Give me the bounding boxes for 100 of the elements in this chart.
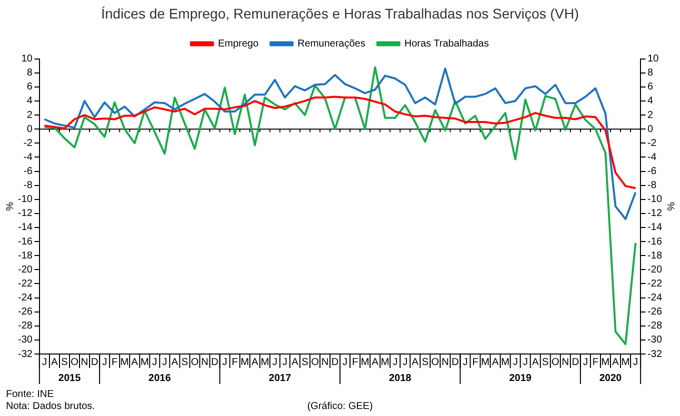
x-tick-label: S (542, 356, 550, 368)
y2-tick-label: -32 (648, 348, 662, 360)
x-tick-label: J (282, 356, 288, 368)
x-tick-label: S (422, 356, 429, 368)
y2-axis-title: % (664, 202, 676, 211)
text: 2016 (148, 372, 172, 384)
y2-tick-label: -4 (648, 152, 657, 163)
legend-label: Emprego (218, 38, 259, 50)
y2-tick-label: -12 (648, 208, 662, 220)
y2-tick-label: -8 (648, 180, 657, 192)
y2-tick-label: -2 (648, 138, 657, 149)
x-tick-label: A (252, 356, 259, 368)
y-tick-label: -12 (18, 208, 33, 220)
y2-tick-label: 0 (648, 124, 654, 135)
y-tick-label: -14 (18, 222, 33, 234)
y-tick-label: 8 (26, 68, 33, 79)
y2-tick-label: -20 (648, 264, 662, 276)
x-tick-label: M (380, 356, 390, 368)
x-tick-label: J (342, 356, 348, 368)
y-tick-label: -22 (18, 278, 33, 290)
x-tick-label: M (481, 356, 490, 368)
y-tick-label: -4 (24, 152, 33, 163)
text: 2018 (388, 372, 412, 384)
legend-label: Horas Trabalhadas (404, 38, 489, 50)
y-tick-label: 2 (26, 110, 33, 121)
x-tick-label: J (392, 356, 398, 368)
text: 2020 (599, 372, 622, 384)
y2-tick-label: 2 (648, 110, 654, 121)
y-tick-label: -24 (18, 292, 33, 304)
x-tick-label: D (572, 356, 580, 368)
y-tick-label: -18 (18, 250, 33, 262)
x-tick-label: J (402, 356, 408, 368)
y-tick-label: -2 (24, 138, 33, 149)
x-tick-label: J (162, 356, 168, 368)
x-tick-label: M (360, 356, 370, 368)
y2-tick-label: -16 (648, 236, 662, 248)
x-tick-label: O (431, 356, 440, 368)
x-tick-label: M (240, 356, 249, 368)
x-tick-label: A (412, 356, 419, 368)
x-tick-label: O (552, 356, 560, 368)
y2-tick-label: -24 (648, 292, 662, 304)
y-axis-title: % (4, 202, 16, 211)
y2-tick-label: 4 (648, 96, 654, 107)
x-tick-label: A (532, 356, 540, 368)
x-tick-label: N (321, 356, 329, 368)
x-tick-label: M (601, 356, 610, 368)
x-tick-label: O (311, 356, 320, 368)
y2-tick-label: -28 (648, 320, 662, 332)
y2-tick-label: -18 (648, 250, 662, 262)
text: 2017 (268, 372, 292, 384)
x-tick-label: D (90, 356, 98, 368)
x-tick-label: A (171, 356, 178, 368)
x-tick-label: O (190, 356, 199, 368)
y-tick-label: -26 (18, 306, 33, 318)
y-tick-label: 0 (26, 124, 33, 135)
x-tick-label: J (152, 356, 158, 368)
y-tick-label: 10 (21, 54, 33, 65)
x-tick-label: S (302, 356, 309, 368)
x-tick-label: J (462, 356, 468, 368)
x-tick-label: M (120, 356, 129, 368)
x-tick-label: M (260, 356, 270, 368)
y-tick-label: -20 (18, 264, 33, 276)
x-tick-label: A (131, 356, 138, 368)
x-tick-label: J (222, 356, 228, 368)
x-tick-label: F (472, 356, 478, 368)
x-tick-label: S (181, 356, 188, 368)
y-tick-label: 4 (26, 96, 33, 107)
y2-tick-label: -30 (648, 334, 662, 346)
x-tick-label: D (331, 356, 339, 368)
x-tick-label: A (612, 356, 620, 368)
x-tick-label: F (232, 356, 238, 368)
text: (Gráfico: GEE) (307, 400, 373, 412)
y2-tick-label: -26 (648, 306, 662, 318)
y-tick-label: -28 (18, 320, 33, 332)
x-tick-label: J (512, 356, 518, 368)
x-tick-label: A (51, 356, 58, 368)
y2-tick-label: -10 (648, 194, 662, 206)
chart-title: Índices de Emprego, Remunerações e Horas Trabalhadas nos Serviços (VH) (101, 5, 579, 22)
x-tick-label: D (211, 356, 218, 368)
legend-label: Remunerações (298, 38, 366, 50)
x-tick-label: F (352, 356, 358, 368)
x-tick-label: N (201, 356, 208, 368)
y-tick-label: -6 (24, 166, 33, 178)
y-tick-label: -16 (18, 236, 33, 248)
y-tick-label: -8 (24, 180, 33, 192)
x-tick-label: A (372, 356, 379, 368)
y2-tick-label: -14 (648, 222, 662, 234)
text: 2015 (58, 372, 82, 384)
y2-tick-label: -6 (648, 166, 657, 178)
y-tick-label: -30 (18, 334, 33, 346)
y-tick-label: 6 (26, 82, 33, 93)
x-tick-label: M (501, 356, 510, 368)
x-tick-label: N (80, 356, 88, 368)
source-note: Fonte: INE (6, 388, 54, 400)
x-tick-label: J (522, 356, 528, 368)
x-tick-label: A (492, 356, 499, 368)
x-tick-label: O (70, 356, 79, 368)
text: Nota: Dados brutos. (6, 400, 95, 412)
x-tick-label: F (112, 356, 118, 368)
x-tick-label: N (562, 356, 570, 368)
